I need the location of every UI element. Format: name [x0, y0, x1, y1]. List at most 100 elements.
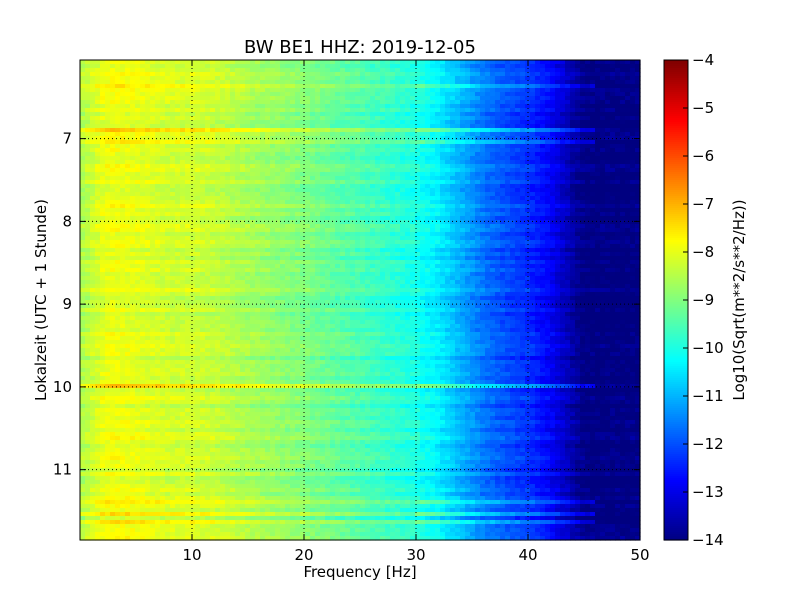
- heatmap-cell: [145, 104, 151, 109]
- heatmap-cell: [360, 200, 366, 205]
- heatmap-cell: [495, 88, 501, 93]
- heatmap-cell: [245, 132, 251, 137]
- heatmap-cell: [525, 176, 531, 181]
- heatmap-cell: [350, 132, 356, 137]
- heatmap-cell: [150, 236, 156, 241]
- heatmap-cell: [375, 84, 381, 89]
- heatmap-cell: [535, 140, 541, 145]
- heatmap-cell: [160, 200, 166, 205]
- heatmap-cell: [330, 200, 336, 205]
- heatmap-cell: [210, 188, 216, 193]
- heatmap-cell: [455, 112, 461, 117]
- heatmap-cell: [620, 224, 626, 229]
- heatmap-cell: [210, 216, 216, 221]
- heatmap-cell: [475, 96, 481, 101]
- heatmap-cell: [250, 156, 256, 161]
- heatmap-cell: [635, 84, 641, 89]
- heatmap-cell: [155, 156, 161, 161]
- heatmap-cell: [515, 152, 521, 157]
- heatmap-cell: [170, 208, 176, 213]
- heatmap-cell: [120, 120, 126, 125]
- heatmap-cell: [400, 128, 406, 133]
- heatmap-cell: [335, 96, 341, 101]
- heatmap-cell: [160, 132, 166, 137]
- heatmap-cell: [460, 184, 466, 189]
- heatmap-cell: [210, 204, 216, 209]
- heatmap-cell: [605, 204, 611, 209]
- heatmap-cell: [425, 156, 431, 161]
- heatmap-cell: [575, 216, 581, 221]
- heatmap-cell: [305, 104, 311, 109]
- heatmap-cell: [400, 180, 406, 185]
- heatmap-cell: [610, 76, 616, 81]
- heatmap-cell: [485, 224, 491, 229]
- heatmap-cell: [280, 184, 286, 189]
- heatmap-cell: [560, 200, 566, 205]
- heatmap-cell: [175, 100, 181, 105]
- heatmap-cell: [175, 68, 181, 73]
- heatmap-cell: [230, 116, 236, 121]
- heatmap-cell: [190, 148, 196, 153]
- heatmap-cell: [625, 152, 631, 157]
- heatmap-cell: [525, 184, 531, 189]
- heatmap-cell: [580, 116, 586, 121]
- heatmap-cell: [150, 84, 156, 89]
- heatmap-cell: [255, 148, 261, 153]
- heatmap-cell: [150, 160, 156, 165]
- heatmap-cell: [575, 136, 581, 141]
- heatmap-cell: [400, 80, 406, 85]
- heatmap-cell: [365, 120, 371, 125]
- heatmap-cell: [250, 160, 256, 165]
- heatmap-cell: [200, 216, 206, 221]
- heatmap-cell: [495, 192, 501, 197]
- heatmap-cell: [610, 196, 616, 201]
- heatmap-cell: [530, 100, 536, 105]
- heatmap-cell: [380, 188, 386, 193]
- heatmap-cell: [525, 228, 531, 233]
- heatmap-cell: [305, 224, 311, 229]
- heatmap-cell: [575, 204, 581, 209]
- heatmap-cell: [370, 152, 376, 157]
- heatmap-cell: [435, 212, 441, 217]
- heatmap-cell: [540, 68, 546, 73]
- heatmap-cell: [550, 204, 556, 209]
- heatmap-cell: [95, 160, 101, 165]
- heatmap-cell: [390, 80, 396, 85]
- heatmap-cell: [620, 212, 626, 217]
- heatmap-cell: [410, 60, 416, 65]
- heatmap-cell: [240, 128, 246, 133]
- heatmap-cell: [85, 60, 91, 65]
- heatmap-cell: [315, 176, 321, 181]
- heatmap-cell: [610, 224, 616, 229]
- heatmap-cell: [505, 100, 511, 105]
- heatmap-cell: [185, 108, 191, 113]
- heatmap-cell: [120, 112, 126, 117]
- heatmap-cell: [410, 164, 416, 169]
- heatmap-cell: [445, 144, 451, 149]
- heatmap-cell: [220, 68, 226, 73]
- heatmap-cell: [360, 76, 366, 81]
- heatmap-cell: [575, 88, 581, 93]
- heatmap-cell: [360, 80, 366, 85]
- heatmap-cell: [430, 220, 436, 225]
- heatmap-cell: [300, 164, 306, 169]
- heatmap-cell: [530, 116, 536, 121]
- heatmap-cell: [405, 108, 411, 113]
- heatmap-cell: [325, 184, 331, 189]
- heatmap-cell: [140, 160, 146, 165]
- heatmap-cell: [495, 188, 501, 193]
- heatmap-cell: [420, 124, 426, 129]
- heatmap-cell: [410, 124, 416, 129]
- heatmap-cell: [360, 152, 366, 157]
- heatmap-cell: [630, 64, 636, 69]
- heatmap-cell: [420, 148, 426, 153]
- heatmap-cell: [165, 172, 171, 177]
- heatmap-cell: [505, 220, 511, 225]
- heatmap-cell: [545, 92, 551, 97]
- heatmap-cell: [140, 228, 146, 233]
- heatmap-cell: [195, 236, 201, 241]
- heatmap-cell: [530, 232, 536, 237]
- heatmap-cell: [380, 232, 386, 237]
- heatmap-cell: [365, 64, 371, 69]
- heatmap-cell: [515, 164, 521, 169]
